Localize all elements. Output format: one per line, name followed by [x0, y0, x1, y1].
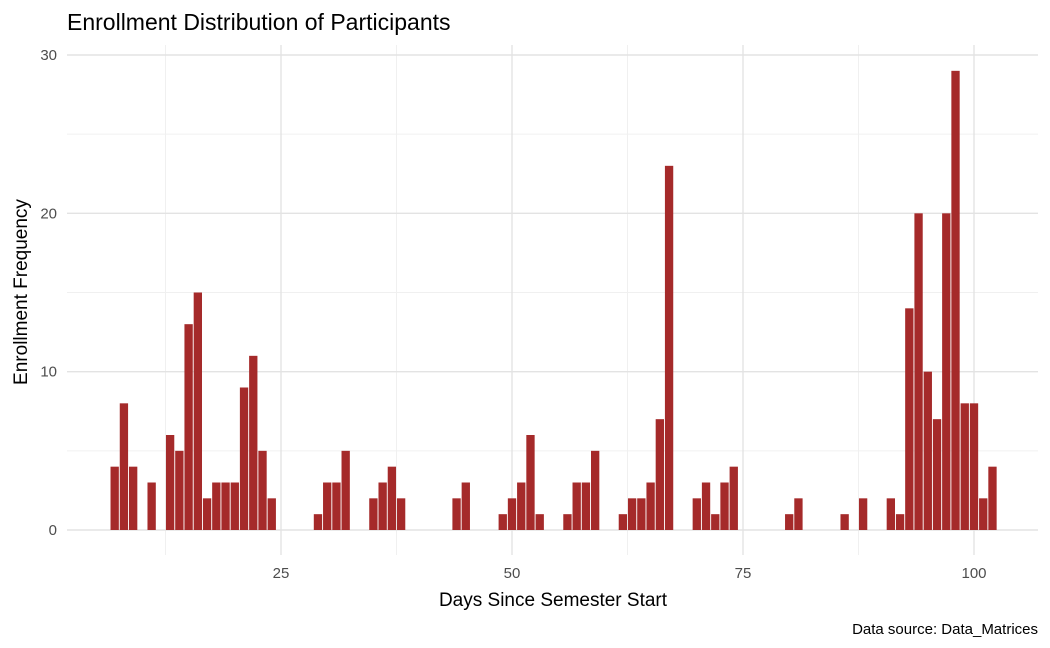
bar [932, 419, 942, 530]
bar [637, 498, 646, 530]
y-tick-label: 10 [40, 364, 57, 381]
bar [563, 514, 572, 530]
bar [923, 371, 932, 530]
bar [655, 419, 664, 530]
bar [840, 514, 849, 530]
grid [67, 45, 1038, 555]
x-tick-labels: 25 50 75 100 [273, 565, 987, 582]
y-tick-label: 30 [40, 47, 57, 64]
caption: Data source: Data_Matrices [852, 621, 1038, 638]
bar [895, 514, 905, 530]
y-tick-label: 20 [40, 205, 57, 222]
bar [461, 482, 470, 530]
bar [646, 482, 655, 530]
bar [110, 466, 119, 530]
bar [239, 387, 249, 530]
bar [572, 482, 581, 530]
chart-title: Enrollment Distribution of Participants [67, 9, 451, 35]
bar [517, 482, 526, 530]
bar [147, 482, 156, 530]
bar [129, 466, 138, 530]
bar [905, 308, 914, 530]
bar [618, 514, 628, 530]
bar [332, 482, 341, 530]
bar [720, 482, 729, 530]
bar [230, 482, 239, 530]
x-axis-title: Days Since Semester Start [439, 590, 668, 611]
bar [175, 450, 184, 530]
bar [221, 482, 230, 530]
bar [960, 403, 969, 530]
x-tick-label: 25 [273, 565, 290, 582]
bars [110, 70, 997, 530]
bar [886, 498, 895, 530]
bar [507, 498, 517, 530]
bar [535, 514, 544, 530]
bar [942, 213, 951, 530]
bar [526, 435, 535, 530]
bar [378, 482, 387, 530]
bar [591, 450, 600, 530]
bar [951, 70, 960, 530]
bar [498, 514, 507, 530]
bar [858, 498, 868, 530]
x-tick-label: 50 [504, 565, 521, 582]
bar [193, 292, 202, 530]
bar [267, 498, 276, 530]
x-tick-label: 75 [735, 565, 752, 582]
bar [341, 450, 350, 530]
bar [249, 355, 258, 530]
bar [387, 466, 397, 530]
bar [581, 482, 591, 530]
bar [202, 498, 212, 530]
bar [323, 482, 332, 530]
bar [701, 482, 711, 530]
bar [729, 466, 738, 530]
bar [794, 498, 803, 530]
bar [258, 450, 267, 530]
bar [785, 514, 794, 530]
bar [119, 403, 129, 530]
bar [369, 498, 378, 530]
bar [979, 498, 988, 530]
y-axis-title: Enrollment Frequency [11, 199, 32, 385]
bar [627, 498, 637, 530]
bar [313, 514, 323, 530]
bar [212, 482, 221, 530]
bar [165, 435, 175, 530]
bar [711, 514, 720, 530]
bar [452, 498, 461, 530]
x-tick-label: 100 [961, 565, 986, 582]
y-tick-label: 0 [49, 522, 57, 539]
y-tick-labels: 0 10 20 30 [40, 47, 57, 539]
bar [969, 403, 979, 530]
bar [914, 213, 923, 530]
bar [988, 466, 997, 530]
bar [692, 498, 701, 530]
bar [664, 165, 674, 530]
bar [396, 498, 406, 530]
bar [184, 324, 193, 530]
